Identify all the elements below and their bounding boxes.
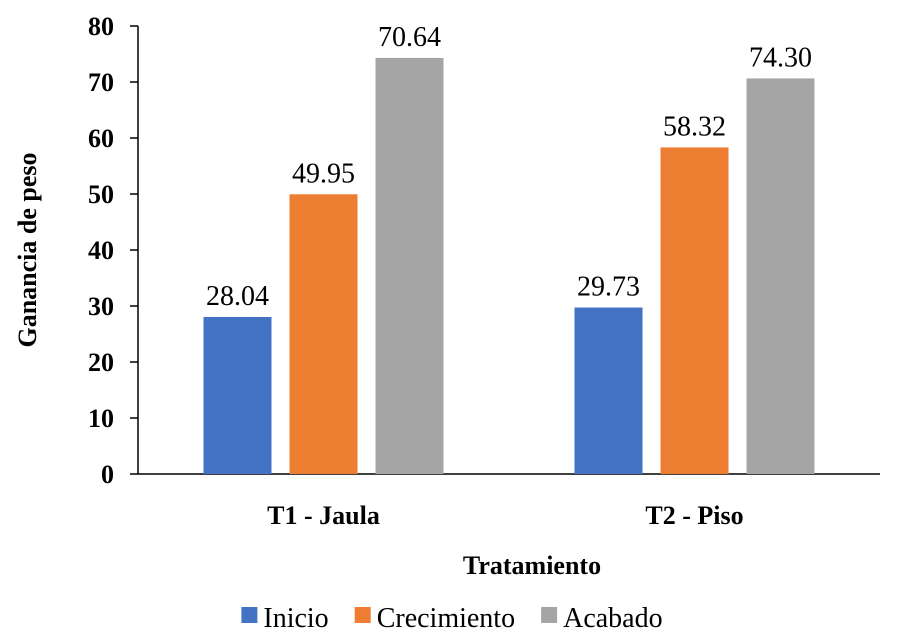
data-label: 74.30 xyxy=(749,42,812,73)
bar-acabado-2 xyxy=(746,78,815,474)
y-tick-label: 40 xyxy=(88,236,114,265)
y-tick-label: 20 xyxy=(88,348,114,377)
y-axis-title: Ganancia de peso xyxy=(13,152,42,347)
plot-area: 0 10 20 30 40 50 60 70 80 28.04 49.95 70.64 29.73 58… xyxy=(88,12,880,530)
bar-inicio-1 xyxy=(203,316,272,474)
data-label: 29.73 xyxy=(577,272,640,303)
x-category-label: T1 - Jaula xyxy=(267,501,380,530)
legend-swatch xyxy=(241,607,258,623)
bar-acabado-1 xyxy=(375,57,444,475)
x-axis-categories: T1 - Jaula T2 - Piso xyxy=(267,501,743,530)
x-axis-title: Tratamiento xyxy=(463,551,601,580)
bars xyxy=(203,57,815,475)
legend-label: Inicio xyxy=(263,603,328,634)
legend-label: Crecimiento xyxy=(377,603,515,634)
y-axis-ticks: 0 10 20 30 40 50 60 70 80 xyxy=(88,12,138,489)
y-tick-label: 10 xyxy=(88,404,114,433)
legend-swatch xyxy=(354,607,371,623)
legend-item: Acabado xyxy=(541,603,663,634)
legend-item: Crecimiento xyxy=(354,603,515,634)
y-tick-label: 50 xyxy=(88,180,114,209)
bar-inicio-2 xyxy=(574,307,643,474)
x-category-label: T2 - Piso xyxy=(645,501,743,530)
y-tick-label: 80 xyxy=(88,12,114,41)
y-tick-label: 30 xyxy=(88,292,114,321)
data-label: 70.64 xyxy=(378,22,441,53)
y-tick-label: 0 xyxy=(101,460,114,489)
legend-swatch xyxy=(541,607,558,623)
legend-item: Inicio xyxy=(241,603,329,634)
data-label: 58.32 xyxy=(663,111,726,142)
data-label: 28.04 xyxy=(206,281,269,312)
bar-crecimiento-1 xyxy=(289,194,358,474)
data-label: 49.95 xyxy=(292,158,355,189)
y-tick-label: 70 xyxy=(88,68,114,97)
data-labels: 28.04 49.95 70.64 29.73 58.32 74.30 xyxy=(206,22,812,312)
legend: Inicio Crecimiento Acabado xyxy=(241,603,663,634)
legend-label: Acabado xyxy=(563,603,663,634)
y-tick-label: 60 xyxy=(88,124,114,153)
bar-crecimiento-2 xyxy=(660,147,729,474)
